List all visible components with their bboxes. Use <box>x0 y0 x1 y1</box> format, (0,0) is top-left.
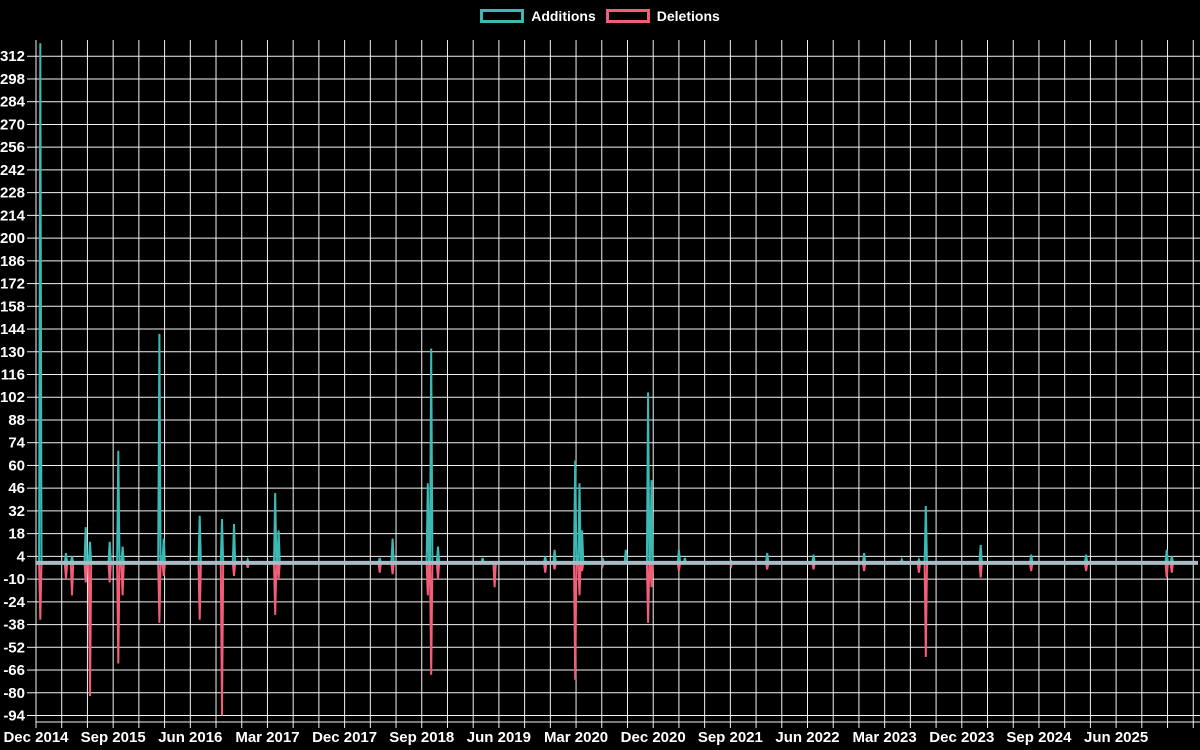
y-tick-label: 144 <box>0 321 26 338</box>
y-tick-label: 172 <box>0 276 25 293</box>
y-tick-label: 4 <box>17 548 26 565</box>
y-tick-label: 298 <box>0 71 25 88</box>
x-tick-label: Sep 2024 <box>1006 729 1072 746</box>
x-tick-label: Mar 2020 <box>544 729 608 746</box>
y-tick-label: -80 <box>3 685 25 702</box>
x-tick-label: Dec 2020 <box>621 729 686 746</box>
y-tick-label: 200 <box>0 230 25 247</box>
y-tick-label: 228 <box>0 185 25 202</box>
y-tick-label: -24 <box>3 594 25 611</box>
y-tick-label: -52 <box>3 639 25 656</box>
chart-legend: Additions Deletions <box>0 7 1200 25</box>
y-tick-label: 130 <box>0 344 25 361</box>
x-axis-labels: Dec 2014 Sep 2015 Jun 2016 Mar 2017 Dec 2017… <box>3 729 1148 746</box>
y-tick-label: -66 <box>3 662 25 679</box>
y-tick-label: 102 <box>0 389 25 406</box>
y-tick-label: 214 <box>0 207 26 224</box>
y-tick-label: -10 <box>3 571 25 588</box>
y-tick-label: -38 <box>3 617 25 634</box>
x-tick-label: Jun 2022 <box>775 729 839 746</box>
additions-line <box>36 43 1196 564</box>
y-tick-label: 270 <box>0 116 25 133</box>
y-tick-label: 158 <box>0 298 25 315</box>
additions-swatch-icon <box>480 9 525 23</box>
y-tick-label: 88 <box>8 412 25 429</box>
y-axis-ticks <box>27 55 36 717</box>
x-tick-label: Dec 2023 <box>929 729 994 746</box>
y-tick-label: 32 <box>8 503 25 520</box>
y-tick-label: -94 <box>3 708 25 725</box>
x-tick-label: Dec 2017 <box>312 729 377 746</box>
legend-item-deletions[interactable]: Deletions <box>605 7 720 25</box>
legend-label-deletions: Deletions <box>656 8 720 24</box>
y-tick-label: 18 <box>8 526 25 543</box>
x-tick-label: Jun 2019 <box>467 729 531 746</box>
y-tick-label: 60 <box>8 457 25 474</box>
x-tick-label: Sep 2018 <box>389 729 454 746</box>
legend-item-additions[interactable]: Additions <box>480 7 596 25</box>
y-axis-labels: 312 298 284 270 256 242 228 214 200 186 172 158 144 1… <box>0 48 26 724</box>
x-axis-ticks <box>35 722 1194 728</box>
x-tick-label: Jun 2016 <box>158 729 222 746</box>
y-tick-label: 242 <box>0 162 25 179</box>
y-tick-label: 74 <box>8 435 25 452</box>
x-tick-label: Jun 2025 <box>1084 729 1148 746</box>
y-tick-label: 256 <box>0 139 25 156</box>
deletions-swatch-icon <box>605 9 650 23</box>
x-tick-label: Dec 2014 <box>3 729 69 746</box>
y-tick-label: 284 <box>0 94 26 111</box>
y-tick-label: 46 <box>8 480 25 497</box>
x-tick-label: Mar 2023 <box>853 729 917 746</box>
x-tick-label: Mar 2017 <box>235 729 299 746</box>
horizontal-gridlines <box>36 55 1200 717</box>
x-tick-label: Sep 2021 <box>698 729 763 746</box>
y-tick-label: 116 <box>1 367 25 384</box>
x-tick-label: Sep 2015 <box>81 729 146 746</box>
y-tick-label: 312 <box>0 48 25 65</box>
legend-label-additions: Additions <box>531 8 596 24</box>
y-tick-label: 186 <box>0 253 25 270</box>
vertical-gridlines <box>35 40 1194 722</box>
